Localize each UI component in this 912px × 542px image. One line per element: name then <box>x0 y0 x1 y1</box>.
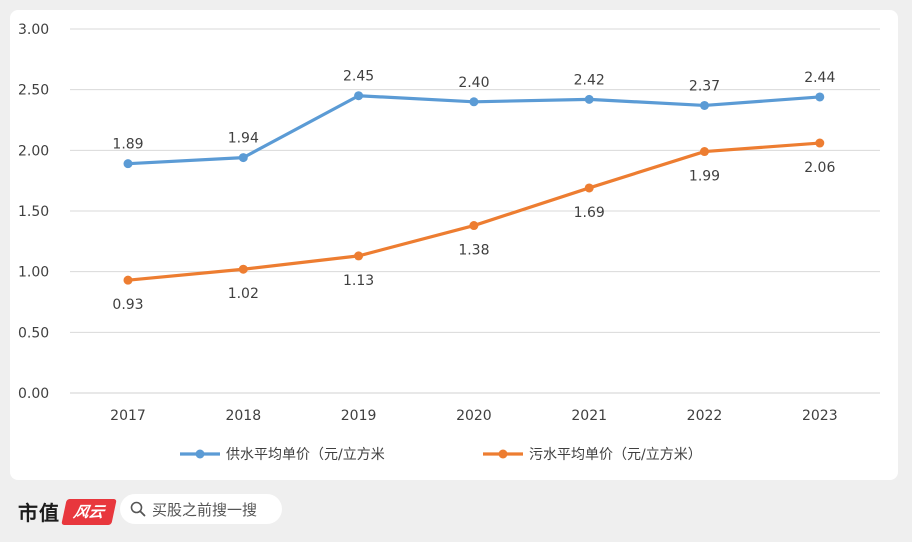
y-tick-label: 2.00 <box>18 143 49 159</box>
legend-label: 污水平均单价（元/立方米） <box>529 447 702 463</box>
data-label: 1.94 <box>228 131 259 147</box>
data-label: 1.99 <box>689 169 720 185</box>
y-tick-label: 2.50 <box>18 83 49 99</box>
data-point <box>815 92 825 102</box>
footer-bar: 市值 风云 买股之前搜一搜 <box>0 480 912 542</box>
data-label: 2.40 <box>458 75 489 91</box>
search-box[interactable]: 买股之前搜一搜 <box>120 494 282 524</box>
x-tick-label: 2017 <box>110 408 146 424</box>
x-tick-label: 2018 <box>225 408 261 424</box>
y-tick-label: 0.00 <box>18 386 49 402</box>
legend-marker <box>498 449 508 459</box>
chart-card: 0.00 0.50 1.00 1.50 2.00 2.50 3.00 2017 2018 201… <box>10 10 898 480</box>
data-label: 1.02 <box>228 286 259 302</box>
data-point <box>123 275 133 285</box>
data-point <box>584 183 594 193</box>
data-point <box>815 138 825 148</box>
data-label: 1.38 <box>458 243 489 259</box>
data-point <box>469 221 479 231</box>
legend-marker <box>195 449 205 459</box>
data-point <box>238 264 248 274</box>
search-placeholder: 买股之前搜一搜 <box>152 500 258 519</box>
legend-label: 供水平均单价（元/立方米 <box>226 447 385 463</box>
data-label: 2.06 <box>804 160 835 176</box>
data-point <box>354 91 364 101</box>
y-tick-label: 0.50 <box>18 325 49 341</box>
data-point <box>354 251 364 261</box>
data-label: 1.89 <box>112 137 143 153</box>
data-point <box>584 94 594 104</box>
y-tick-label: 1.00 <box>18 265 49 281</box>
data-label: 1.13 <box>343 273 374 289</box>
x-tick-label: 2022 <box>687 408 723 424</box>
brand-logo[interactable]: 市值 风云 <box>18 497 117 526</box>
brand-mark: 风云 <box>61 498 117 525</box>
data-point <box>469 97 479 107</box>
data-point <box>238 153 248 163</box>
line-chart: 0.00 0.50 1.00 1.50 2.00 2.50 3.00 2017 2018 201… <box>18 22 880 463</box>
x-tick-label: 2020 <box>456 408 492 424</box>
x-tick-label: 2021 <box>571 408 607 424</box>
data-label: 2.45 <box>343 69 374 85</box>
data-point <box>123 159 133 169</box>
data-point <box>700 147 709 157</box>
y-tick-label: 1.50 <box>18 204 49 220</box>
x-tick-label: 2023 <box>802 408 838 424</box>
data-point <box>700 100 709 110</box>
data-label: 1.69 <box>574 205 605 221</box>
y-tick-label: 3.00 <box>18 22 49 38</box>
series-line <box>127 141 820 282</box>
search-icon <box>130 501 146 517</box>
x-tick-label: 2019 <box>341 408 377 424</box>
data-label: 2.37 <box>689 78 720 94</box>
data-label: 2.42 <box>574 72 605 88</box>
brand-text: 市值 <box>18 501 60 525</box>
data-label: 0.93 <box>112 297 143 313</box>
data-label: 2.44 <box>804 70 835 86</box>
